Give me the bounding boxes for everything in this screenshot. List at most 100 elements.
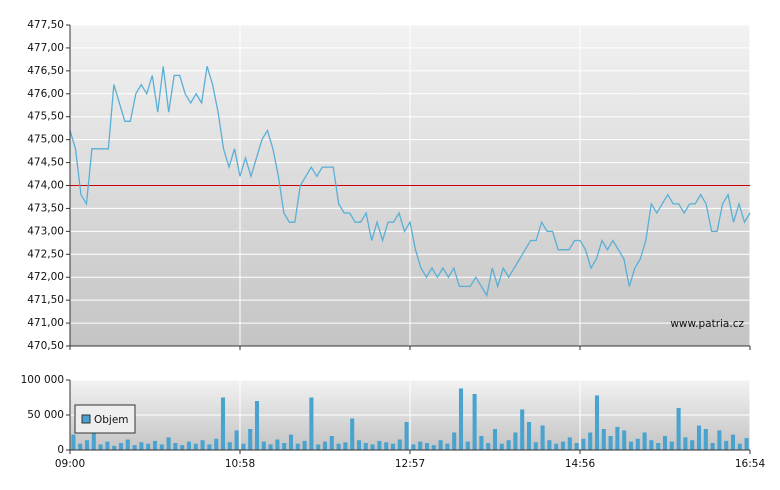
volume-bar bbox=[193, 443, 198, 450]
volume-bar bbox=[445, 443, 450, 450]
volume-bar bbox=[635, 438, 640, 450]
volume-bar bbox=[356, 440, 362, 450]
volume-bar bbox=[329, 436, 334, 450]
volume-bar bbox=[533, 442, 538, 450]
volume-bar bbox=[594, 395, 600, 450]
volume-bar bbox=[363, 443, 368, 450]
volume-bar bbox=[622, 430, 627, 450]
volume-bar bbox=[377, 440, 382, 450]
volume-bar bbox=[601, 429, 606, 450]
volume-bar bbox=[295, 443, 300, 450]
y-tick-label: 476,50 bbox=[27, 65, 64, 77]
volume-bar bbox=[526, 422, 532, 450]
volume-bar bbox=[642, 432, 647, 450]
y-tick-label: 473,00 bbox=[27, 225, 64, 237]
volume-bar bbox=[200, 440, 205, 450]
y-tick-label: 471,00 bbox=[27, 317, 64, 329]
volume-bar bbox=[683, 437, 688, 450]
volume-bar bbox=[350, 418, 355, 450]
y-tick-label: 475,00 bbox=[27, 134, 64, 146]
volume-bar bbox=[724, 440, 729, 450]
volume-bar bbox=[608, 436, 613, 450]
volume-bar bbox=[479, 436, 484, 450]
volume-bar bbox=[302, 440, 307, 450]
volume-bar bbox=[146, 443, 151, 450]
volume-bar bbox=[737, 443, 742, 450]
volume-bar bbox=[186, 441, 192, 450]
volume-bar bbox=[676, 408, 681, 450]
legend-label: Objem bbox=[94, 414, 129, 426]
volume-bar bbox=[397, 439, 402, 450]
price-line bbox=[69, 66, 751, 298]
volume-bar bbox=[492, 429, 498, 450]
volume-bar bbox=[288, 434, 294, 450]
volume-bar bbox=[78, 443, 83, 450]
volume-bar bbox=[520, 409, 525, 450]
volume-bar bbox=[710, 443, 715, 450]
volume-bar bbox=[71, 434, 76, 450]
volume-bar bbox=[84, 440, 90, 450]
volume-bar bbox=[649, 440, 654, 450]
volume-bar bbox=[118, 443, 124, 450]
y-tick-label: 477,50 bbox=[27, 19, 64, 31]
watermark: www.patria.cz bbox=[670, 318, 744, 330]
volume-bar bbox=[411, 444, 416, 450]
volume-bar bbox=[207, 444, 212, 450]
volume-bar bbox=[567, 437, 572, 450]
volume-bar bbox=[628, 441, 634, 450]
y-tick-label: 474,00 bbox=[27, 180, 64, 192]
volume-bar bbox=[254, 401, 260, 450]
volume-bar bbox=[241, 443, 246, 450]
volume-bar bbox=[322, 441, 328, 450]
volume-bar bbox=[574, 443, 579, 450]
volume-bar bbox=[220, 397, 226, 450]
volume-bar bbox=[418, 441, 423, 450]
volume-bar bbox=[214, 438, 219, 450]
y-tick-label: 476,00 bbox=[27, 88, 64, 100]
volume-bar bbox=[431, 445, 436, 450]
volume-bar bbox=[554, 443, 559, 450]
volume-bar bbox=[91, 429, 96, 450]
volume-bar bbox=[248, 429, 253, 450]
volume-bar bbox=[125, 439, 130, 450]
volume-bar bbox=[268, 444, 273, 450]
volume-bar bbox=[656, 443, 661, 450]
volume-bar bbox=[282, 443, 287, 450]
volume-bar bbox=[370, 444, 375, 450]
volume-bar bbox=[513, 432, 518, 450]
y-tick-label: 473,50 bbox=[27, 202, 64, 214]
y-tick-label: 472,00 bbox=[27, 271, 64, 283]
volume-bar bbox=[275, 439, 280, 450]
volume-bar bbox=[105, 441, 110, 450]
volume-bar bbox=[424, 443, 430, 450]
volume-bar bbox=[506, 440, 511, 450]
volume-bar bbox=[112, 445, 117, 450]
y-tick-label: 475,50 bbox=[27, 111, 64, 123]
volume-bar bbox=[132, 445, 137, 450]
volume-bar bbox=[588, 432, 593, 450]
legend-swatch bbox=[81, 414, 91, 424]
volume-bar bbox=[730, 434, 736, 450]
volume-bar bbox=[227, 442, 232, 450]
volume-bar bbox=[343, 442, 348, 450]
volume-bar bbox=[384, 442, 389, 450]
volume-bar bbox=[336, 443, 341, 450]
volume-bar bbox=[615, 426, 620, 450]
volume-bar bbox=[690, 440, 695, 450]
volume-bar bbox=[717, 430, 722, 450]
volume-bar bbox=[234, 430, 239, 450]
x-tick-label: 09:00 bbox=[55, 458, 85, 470]
volume-bar bbox=[404, 422, 409, 450]
volume-bar bbox=[139, 442, 144, 450]
y-tick-label: 50 000 bbox=[27, 409, 64, 421]
volume-bar bbox=[703, 429, 708, 450]
volume-bar bbox=[166, 437, 171, 450]
volume-bar bbox=[98, 444, 103, 450]
volume-bar bbox=[458, 388, 464, 450]
volume-bar bbox=[547, 440, 552, 450]
x-tick-label: 14:56 bbox=[565, 458, 596, 470]
y-tick-label: 100 000 bbox=[21, 374, 64, 386]
x-tick-label: 10:58 bbox=[225, 458, 255, 470]
volume-bar bbox=[696, 425, 702, 450]
